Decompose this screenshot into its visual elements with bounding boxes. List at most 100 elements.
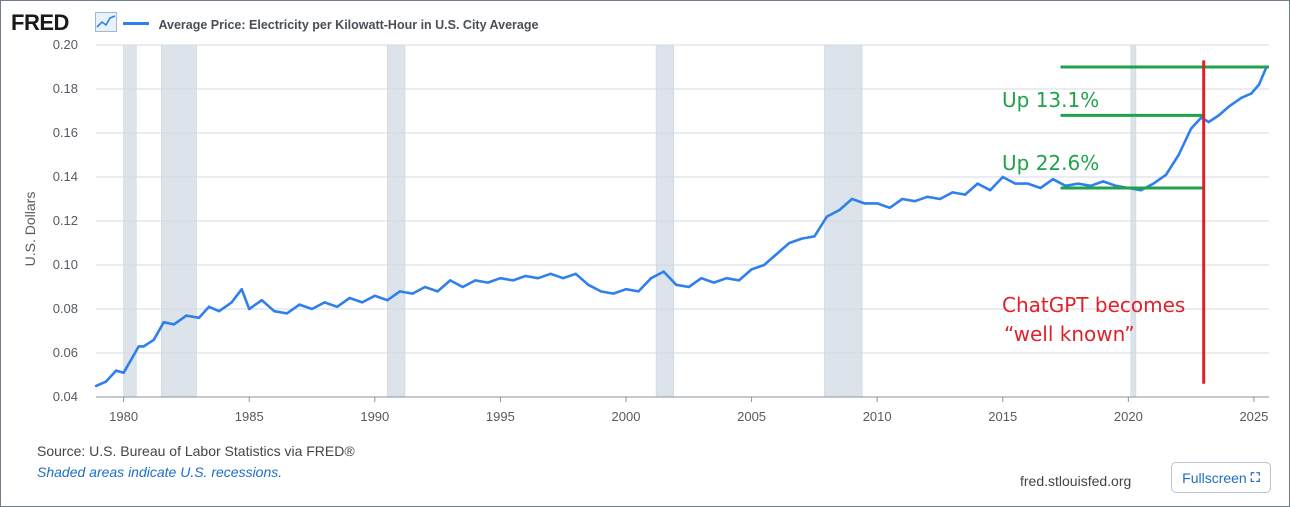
data-point: [104, 380, 108, 383]
data-point: [1240, 96, 1243, 100]
data-point: [1076, 182, 1080, 185]
data-point: [762, 263, 766, 267]
annotation-up-13-1: Up 13.1%: [1002, 88, 1100, 112]
data-point: [988, 189, 992, 192]
data-point: [599, 290, 603, 293]
fullscreen-button[interactable]: Fullscreen ⛶: [1171, 462, 1271, 493]
data-point: [474, 279, 477, 282]
fullscreen-label: Fullscreen: [1182, 469, 1247, 486]
y-tick-label: 0.08: [53, 301, 78, 316]
line-chart-icon: [95, 12, 117, 32]
x-tick-label: 1985: [235, 409, 264, 424]
data-point: [273, 310, 276, 313]
data-point: [323, 301, 326, 304]
expand-icon: ⛶: [1250, 469, 1260, 485]
data-point: [1089, 184, 1092, 187]
legend-entry: Average Price: Electricity per Kilowatt-…: [123, 16, 538, 34]
data-point: [775, 252, 778, 256]
data-point: [1257, 83, 1261, 86]
data-point: [624, 288, 628, 291]
data-point: [737, 279, 741, 282]
data-point: [217, 310, 221, 313]
data-point: [348, 296, 351, 300]
x-tick-label: 1995: [486, 409, 515, 424]
data-point: [788, 241, 791, 245]
data-point: [499, 277, 502, 280]
data-point: [1051, 178, 1055, 181]
data-point: [750, 268, 753, 271]
x-tick-label: 2015: [988, 409, 1017, 424]
data-point: [725, 277, 728, 280]
data-point: [1152, 182, 1155, 185]
data-point: [1114, 184, 1117, 187]
site-link[interactable]: fred.stlouisfed.org: [1020, 473, 1132, 489]
data-point: [587, 283, 590, 286]
data-point: [285, 312, 289, 315]
data-point: [813, 235, 816, 238]
x-tick-label: 2025: [1239, 409, 1268, 424]
y-tick-label: 0.06: [53, 345, 78, 360]
data-point: [335, 305, 339, 308]
data-point: [1026, 182, 1030, 185]
data-point: [386, 299, 389, 302]
data-point: [207, 305, 211, 308]
data-point: [850, 197, 854, 201]
x-tick-label: 2010: [863, 409, 892, 424]
data-point: [423, 285, 427, 289]
data-point: [142, 345, 145, 348]
y-tick-label: 0.18: [53, 81, 78, 96]
data-point: [260, 299, 263, 302]
source-text: Source: U.S. Bureau of Labor Statistics …: [37, 443, 355, 459]
data-point: [913, 200, 917, 203]
data-point: [361, 301, 364, 304]
data-point: [1227, 105, 1231, 108]
annotation-chatgpt-line1: ChatGPT becomes: [1002, 293, 1186, 317]
data-point: [298, 303, 301, 306]
data-point: [800, 237, 804, 240]
x-tick-label: 2020: [1114, 409, 1143, 424]
x-tick-label: 2005: [737, 409, 766, 424]
data-point: [129, 358, 133, 361]
data-point: [1199, 116, 1203, 119]
data-point: [536, 277, 540, 280]
data-point: [1039, 186, 1042, 190]
data-point: [938, 197, 942, 201]
data-point: [511, 279, 515, 282]
data-point: [1207, 120, 1210, 124]
data-point: [373, 294, 377, 297]
data-point: [561, 277, 565, 280]
data-point: [240, 288, 243, 291]
data-point: [825, 215, 829, 218]
data-point: [951, 191, 954, 194]
data-point: [637, 290, 640, 293]
data-point: [838, 208, 841, 212]
data-point: [549, 272, 552, 275]
y-tick-label: 0.04: [53, 389, 78, 404]
chart-plot[interactable]: 0.04 0.06 0.08 0.10 0.12 0.14 0.16 0.18 0.20 1980…: [1, 1, 1289, 431]
data-point: [1064, 184, 1067, 187]
x-tick-label: 1980: [109, 409, 138, 424]
data-point: [411, 292, 414, 295]
data-point: [1189, 127, 1193, 130]
data-point: [926, 195, 929, 198]
data-point: [310, 307, 314, 311]
data-point: [461, 285, 464, 289]
fred-logo[interactable]: FRED: [11, 10, 69, 35]
data-point: [1001, 175, 1004, 179]
series-line: [95, 66, 1268, 388]
annotation-chatgpt-line2: “well known”: [1004, 322, 1135, 346]
data-point: [448, 279, 452, 282]
data-point: [152, 338, 155, 341]
data-point: [94, 384, 98, 388]
data-point: [662, 270, 665, 273]
data-point: [398, 290, 402, 293]
data-point: [712, 281, 716, 284]
data-point: [612, 292, 615, 295]
data-point: [901, 197, 904, 201]
data-point: [230, 301, 233, 304]
annotation-up-22-6: Up 22.6%: [1002, 151, 1100, 175]
data-point: [486, 281, 490, 284]
data-point: [875, 202, 879, 205]
data-point: [524, 274, 527, 278]
data-point: [197, 316, 201, 319]
